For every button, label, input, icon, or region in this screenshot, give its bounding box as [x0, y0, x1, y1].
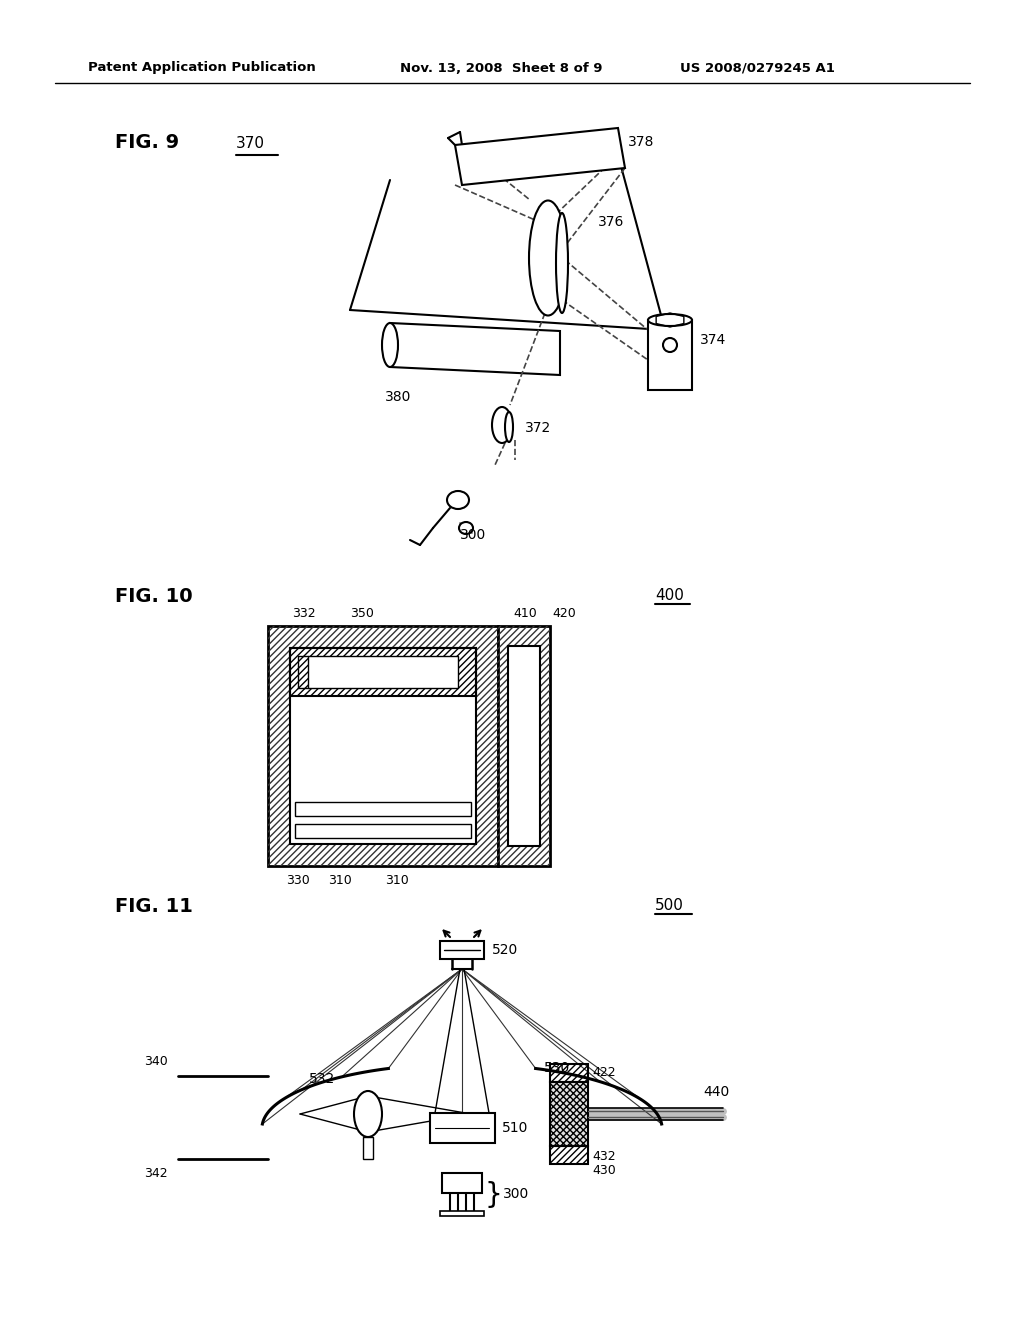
Text: 422: 422 — [592, 1065, 615, 1078]
Ellipse shape — [556, 213, 568, 313]
Bar — [295, 824, 471, 838]
Text: Patent Application Publication: Patent Application Publication — [88, 62, 315, 74]
Text: 332: 332 — [292, 607, 315, 620]
Text: 310: 310 — [385, 874, 409, 887]
Text: 378: 378 — [628, 135, 654, 149]
Text: 430: 430 — [592, 1163, 615, 1176]
Text: FIG. 11: FIG. 11 — [115, 896, 193, 916]
Ellipse shape — [447, 491, 469, 510]
Bar — [550, 1064, 588, 1082]
Text: FIG. 9: FIG. 9 — [115, 133, 179, 153]
Polygon shape — [455, 128, 625, 185]
Text: 420: 420 — [552, 607, 575, 620]
Text: 530: 530 — [544, 1061, 570, 1076]
Text: 300: 300 — [503, 1188, 529, 1201]
Bar — [290, 648, 476, 843]
Ellipse shape — [459, 521, 473, 535]
Bar — [440, 941, 484, 960]
Text: 374: 374 — [700, 333, 726, 347]
Text: 380: 380 — [385, 389, 412, 404]
Bar — [268, 626, 498, 866]
Text: 376: 376 — [598, 215, 625, 228]
Polygon shape — [648, 319, 692, 389]
Text: 532: 532 — [309, 1072, 335, 1086]
Text: 400: 400 — [655, 587, 684, 603]
Bar — [440, 1210, 484, 1216]
Bar — [550, 1146, 588, 1164]
Text: 410: 410 — [513, 607, 537, 620]
Bar — [295, 803, 471, 816]
Text: 300: 300 — [460, 528, 486, 543]
Text: }: } — [485, 1180, 503, 1209]
Ellipse shape — [354, 1092, 382, 1137]
Ellipse shape — [505, 412, 513, 442]
Text: 350: 350 — [350, 607, 374, 620]
Text: 510: 510 — [502, 1121, 528, 1135]
Polygon shape — [390, 323, 560, 375]
Text: 520: 520 — [492, 942, 518, 957]
Bar — [268, 626, 498, 866]
Text: US 2008/0279245 A1: US 2008/0279245 A1 — [680, 62, 835, 74]
Text: Nov. 13, 2008  Sheet 8 of 9: Nov. 13, 2008 Sheet 8 of 9 — [400, 62, 602, 74]
Ellipse shape — [492, 407, 512, 444]
Bar — [362, 1137, 373, 1159]
Bar — [290, 648, 476, 696]
Text: 342: 342 — [144, 1167, 168, 1180]
Text: 330: 330 — [286, 874, 309, 887]
Bar — [442, 1173, 482, 1193]
Bar — [308, 656, 458, 688]
Bar — [430, 1113, 495, 1143]
Bar — [508, 645, 540, 846]
Bar — [498, 626, 550, 866]
Ellipse shape — [648, 314, 692, 326]
Text: FIG. 10: FIG. 10 — [115, 586, 193, 606]
Text: 310: 310 — [328, 874, 352, 887]
Text: 370: 370 — [236, 136, 265, 150]
Text: 432: 432 — [592, 1150, 615, 1163]
Text: 372: 372 — [525, 421, 551, 436]
Ellipse shape — [529, 201, 567, 315]
Ellipse shape — [382, 323, 398, 367]
Text: 340: 340 — [144, 1055, 168, 1068]
Bar — [498, 626, 550, 866]
Bar — [550, 1082, 588, 1146]
Text: 440: 440 — [703, 1085, 729, 1100]
Text: 500: 500 — [655, 898, 684, 913]
